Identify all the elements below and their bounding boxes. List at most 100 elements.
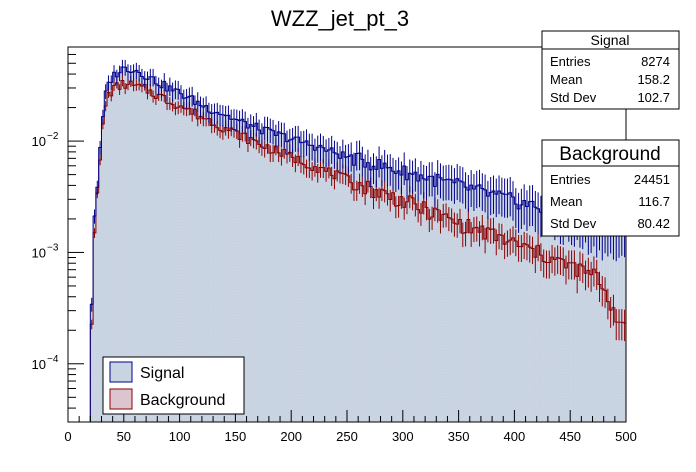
signal-bar [352,165,356,422]
signal-bar [319,145,322,422]
signal-bar [413,172,417,422]
signal-bar [489,192,493,422]
signal-bar [302,142,306,422]
x-tick-label: 50 [117,429,131,444]
plot-area: 0 50 100 150 200 250 300 350 400 450 500 10 −410 −31… [32,46,637,444]
signal-outline [89,66,626,422]
signal-bar [480,188,484,422]
stats-value-stddev: 102.7 [637,90,670,105]
stats-title-background: Background [559,144,660,165]
signal-bar [584,215,587,422]
signal-bar [561,218,565,422]
signal-bar [129,72,133,423]
signal-bar [402,166,406,422]
stats-value-entries: 8274 [641,54,670,69]
signal-bar [182,98,186,422]
signal-bar [154,83,158,422]
signal-bar [143,78,147,422]
signal-bar [564,210,568,422]
signal-bar [160,87,163,423]
signal-bar [243,121,247,423]
signal-bar [126,71,130,422]
signal-bar [321,147,325,423]
x-tick-label: 300 [392,429,414,444]
signal-bar [570,218,573,422]
signal-bar [397,170,401,422]
signal-bar [285,141,289,422]
x-tick-label: 450 [559,429,581,444]
signal-bar [299,142,303,422]
signal-bar [589,225,593,422]
signal-bar [185,97,188,422]
signal-bar [461,182,465,422]
x-tick-label: 250 [336,429,358,444]
signal-bar [575,213,579,422]
signal-bar [436,174,440,422]
signal-bar [427,176,431,422]
signal-bar [386,167,389,422]
x-axis: 0 50 100 150 200 250 300 350 400 450 500 [64,410,637,444]
signal-bar [425,180,428,422]
signal-bar [254,123,258,422]
stats-box-background: Background Entries 24451 Mean 116.7 Std … [541,139,680,237]
signal-bar [542,210,546,422]
signal-bar [556,210,560,422]
signal-bar [419,174,423,422]
signal-bar [293,137,297,422]
signal-bar [210,113,214,422]
x-tick-label: 100 [169,429,191,444]
signal-bar [330,147,334,422]
signal-bar [522,200,526,422]
y-axis: 10−410−310−2 [32,46,84,423]
signal-bar [307,145,311,422]
signal-bar [478,184,481,422]
signal-bar [274,135,278,423]
signal-bar [430,176,434,422]
signal-bar [433,186,437,422]
signal-bar [90,304,94,422]
signal-bar [486,196,490,422]
signal-bar [539,212,543,422]
signal-bar [313,150,317,422]
signal-bar [372,166,375,422]
legend-swatch-background [109,388,133,410]
stats-label-mean: Mean [550,194,583,209]
signal-bar [455,178,459,422]
signal-bar [383,163,387,422]
signal-bar [316,147,320,423]
signal-bar [118,72,122,422]
background-outline [89,80,626,422]
signal-bar [148,76,152,423]
signal-bar [612,230,615,422]
stats-label-entries: Entries [550,172,591,187]
signal-bar [572,220,576,422]
signal-bar [95,187,99,422]
signal-bar [347,156,350,422]
signal-bar [388,167,392,422]
signal-bar [252,126,255,422]
signal-bar [586,227,590,422]
x-tick-label: 400 [504,429,526,444]
signal-bar [349,154,353,422]
signal-bar [162,81,166,422]
signal-bar [232,119,236,422]
signal-bar [151,76,155,422]
signal-bar [193,104,197,422]
signal-bar [360,159,364,422]
signal-bar [508,192,512,422]
signal-bar [600,232,604,422]
signal-bar [107,82,110,423]
stats-box-signal: Signal Entries 8274 Mean 158.2 Std Dev 1… [541,30,680,110]
signal-bar [282,133,286,422]
signal-bar [444,179,448,422]
y-tick-label: 10 [32,245,46,260]
signal-bar [224,115,228,422]
signal-bar [475,186,479,422]
stats-label-mean: Mean [550,72,583,87]
signal-bar [545,208,548,422]
signal-bar [450,179,454,422]
signal-bar [199,105,202,422]
signal-bar [553,214,557,422]
stats-title-signal: Signal [591,32,630,48]
